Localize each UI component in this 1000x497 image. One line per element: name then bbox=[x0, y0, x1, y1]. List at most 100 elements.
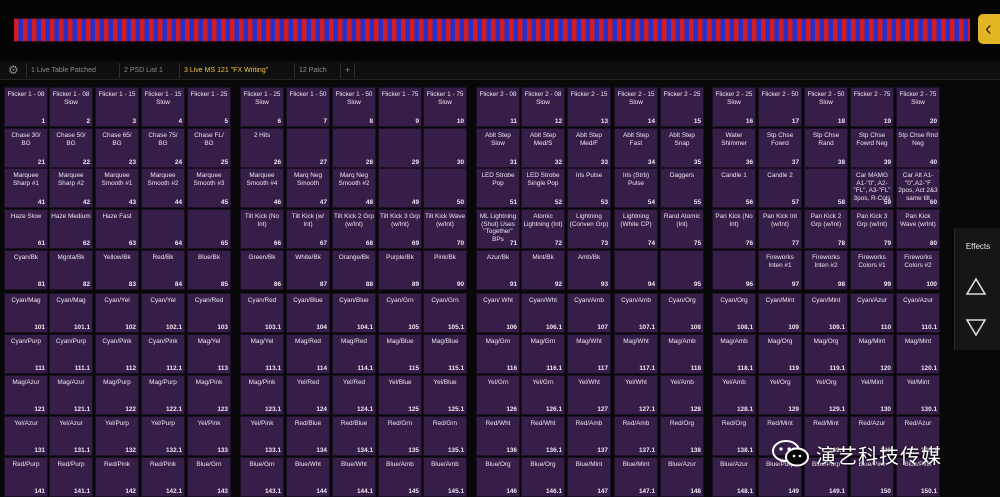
fx-cell[interactable]: Cyan/Pink 112.1 bbox=[141, 334, 185, 374]
fx-cell[interactable]: Flicker 1 - 15 3 bbox=[95, 87, 139, 127]
fx-cell[interactable]: Amb/Bk 93 bbox=[567, 250, 611, 290]
fx-cell[interactable]: White/Bk 87 bbox=[286, 250, 330, 290]
fx-cell[interactable]: Pan Kick (No Int) 76 bbox=[712, 209, 756, 249]
fx-cell[interactable]: Haze Fast 63 bbox=[95, 209, 139, 249]
fx-cell[interactable]: Cyan/Red 103.1 bbox=[240, 293, 284, 333]
fx-cell[interactable]: Tilt Kick 3 Grp (w/Int) 69 bbox=[378, 209, 422, 249]
fx-cell[interactable]: ML Lightning (Shut) Uses "Together" BPs 7… bbox=[476, 209, 520, 249]
fx-cell[interactable]: Ablt Step Snap 35 bbox=[660, 128, 704, 168]
fx-cell[interactable]: Red/Azur 140.1 bbox=[896, 416, 940, 456]
fx-cell[interactable]: Pan Kick Wave (w/Int) 80 bbox=[896, 209, 940, 249]
fx-cell[interactable]: Flicker 1 - 25 Slow 6 bbox=[240, 87, 284, 127]
fx-cell[interactable]: Cyan/Mint 109 bbox=[758, 293, 802, 333]
fx-cell[interactable]: Flicker 1 - 50 7 bbox=[286, 87, 330, 127]
fx-cell[interactable]: 27 bbox=[286, 128, 330, 168]
fx-cell[interactable]: Haze Slow 61 bbox=[4, 209, 48, 249]
fx-cell[interactable]: Flicker 1 - 75 9 bbox=[378, 87, 422, 127]
fx-cell[interactable]: Car MAMG A1-"0", A2-"FL", A3-"FL" 3pos, … bbox=[850, 168, 894, 208]
fx-cell[interactable]: Water Shimmer 36 bbox=[712, 128, 756, 168]
fx-cell[interactable]: Mag/Amb 118 bbox=[660, 334, 704, 374]
fx-cell[interactable]: Marquee Sharp #1 41 bbox=[4, 168, 48, 208]
fx-cell[interactable]: Pan Kick Int (w/Int) 77 bbox=[758, 209, 802, 249]
fx-cell[interactable]: Flicker 1 - 25 5 bbox=[187, 87, 231, 127]
fx-cell[interactable]: Rand Atomic (Int) 75 bbox=[660, 209, 704, 249]
fx-cell[interactable]: Candle 2 57 bbox=[758, 168, 802, 208]
fx-cell[interactable]: Red/Amb 137.1 bbox=[614, 416, 658, 456]
fx-cell[interactable]: Yellow/Bk 83 bbox=[95, 250, 139, 290]
fx-cell[interactable]: Yel/Red 124.1 bbox=[332, 375, 376, 415]
fx-cell[interactable]: Orange/Bk 88 bbox=[332, 250, 376, 290]
fx-cell[interactable]: Yel/Wht 127 bbox=[567, 375, 611, 415]
fx-cell[interactable]: Mag/Purp 122.1 bbox=[141, 375, 185, 415]
fx-cell[interactable]: Red/Org 138.1 bbox=[712, 416, 756, 456]
fx-cell[interactable]: Red/Grn 135 bbox=[378, 416, 422, 456]
fx-cell[interactable]: Pan Kick 2 Grp (w/Int) 78 bbox=[804, 209, 848, 249]
fx-cell[interactable]: Mag/Grn 116 bbox=[476, 334, 520, 374]
fx-cell[interactable]: Flicker 2 - 50 17 bbox=[758, 87, 802, 127]
fx-cell[interactable]: Chase 30/ BG 21 bbox=[4, 128, 48, 168]
fx-cell[interactable]: Mag/Wht 117 bbox=[567, 334, 611, 374]
fx-cell[interactable]: Mag/Amb 118.1 bbox=[712, 334, 756, 374]
fx-cell[interactable]: 65 bbox=[187, 209, 231, 249]
fx-cell[interactable]: Flicker 2 - 15 Slow 14 bbox=[614, 87, 658, 127]
fx-cell[interactable]: Mag/Pink 123 bbox=[187, 375, 231, 415]
fx-cell[interactable]: Chase FL/ BG 25 bbox=[187, 128, 231, 168]
fx-cell[interactable]: LED Strobe Pop 51 bbox=[476, 168, 520, 208]
tab-live-ms-121[interactable]: 3 Live MS 121 "FX Writing" bbox=[179, 63, 272, 78]
fx-cell[interactable]: Yel/Amb 128 bbox=[660, 375, 704, 415]
fx-cell[interactable]: Mag/Pink 123.1 bbox=[240, 375, 284, 415]
fx-cell[interactable]: Iris (Strb) Pulse 54 bbox=[614, 168, 658, 208]
fx-cell[interactable]: Marq Neg Smooth #2 48 bbox=[332, 168, 376, 208]
fx-cell[interactable]: Mag/Purp 122 bbox=[95, 375, 139, 415]
fx-cell[interactable]: Lightning (White CP) 74 bbox=[614, 209, 658, 249]
arrow-down-icon[interactable] bbox=[965, 316, 987, 338]
fx-cell[interactable]: Marquee Sharp #2 42 bbox=[49, 168, 93, 208]
fx-cell[interactable]: Mag/Org 119.1 bbox=[804, 334, 848, 374]
fx-cell[interactable]: Blue/Org 146 bbox=[476, 457, 520, 497]
fx-cell[interactable]: Mag/Blue 115 bbox=[378, 334, 422, 374]
fx-cell[interactable]: Cyan/Grn 105.1 bbox=[423, 293, 467, 333]
fx-cell[interactable]: Yel/Grn 126 bbox=[476, 375, 520, 415]
fx-cell[interactable]: Cyan/Purp 111 bbox=[4, 334, 48, 374]
fx-cell[interactable]: Marq Neg Smooth 47 bbox=[286, 168, 330, 208]
fx-cell[interactable]: Red/Wht 136 bbox=[476, 416, 520, 456]
fx-cell[interactable]: Blue/Wht 144.1 bbox=[332, 457, 376, 497]
fx-cell[interactable]: 95 bbox=[660, 250, 704, 290]
fx-cell[interactable]: Purple/Bk 89 bbox=[378, 250, 422, 290]
fx-cell[interactable]: Chase 50/ BG 22 bbox=[49, 128, 93, 168]
fx-cell[interactable]: Flicker 1 - 75 Slow 10 bbox=[423, 87, 467, 127]
fx-cell[interactable]: Yel/Amb 128.1 bbox=[712, 375, 756, 415]
gear-icon[interactable]: ⚙ bbox=[8, 63, 19, 77]
fx-cell[interactable]: Cyan/Blue 104.1 bbox=[332, 293, 376, 333]
fx-cell[interactable]: Ablt Step Med/S 32 bbox=[521, 128, 565, 168]
fx-cell[interactable]: 96 bbox=[712, 250, 756, 290]
fx-cell[interactable]: Mag/Org 119 bbox=[758, 334, 802, 374]
fx-cell[interactable]: Cyan/Mint 109.1 bbox=[804, 293, 848, 333]
fx-cell[interactable]: Stp Chse Fowrd 37 bbox=[758, 128, 802, 168]
fx-cell[interactable]: Pink/Bk 90 bbox=[423, 250, 467, 290]
fx-cell[interactable]: Tilt Kick 2 Grp (w/Int) 68 bbox=[332, 209, 376, 249]
fx-cell[interactable]: Blue/Mint 147.1 bbox=[614, 457, 658, 497]
fx-cell[interactable]: Blue/Grn 143 bbox=[187, 457, 231, 497]
fx-cell[interactable]: Blue/Org 146.1 bbox=[521, 457, 565, 497]
fx-cell[interactable]: Fireworks Colors #2 100 bbox=[896, 250, 940, 290]
fx-cell[interactable]: Yel/Mint 130 bbox=[850, 375, 894, 415]
fx-cell[interactable]: Red/Bk 84 bbox=[141, 250, 185, 290]
fx-cell[interactable]: Yel/Red 124 bbox=[286, 375, 330, 415]
fx-cell[interactable]: Yel/Pink 133.1 bbox=[240, 416, 284, 456]
fx-cell[interactable]: Red/Blue 134 bbox=[286, 416, 330, 456]
fx-cell[interactable]: 64 bbox=[141, 209, 185, 249]
fx-cell[interactable]: Red/Wht 136.1 bbox=[521, 416, 565, 456]
fx-cell[interactable]: Car Alt A1-"0",A2-"F 2pos, Act 2&3 same … bbox=[896, 168, 940, 208]
fx-cell[interactable]: Ablt Step Fast 34 bbox=[614, 128, 658, 168]
fx-cell[interactable]: Flicker 2 - 25 15 bbox=[660, 87, 704, 127]
fx-cell[interactable]: Blue/Mint 147 bbox=[567, 457, 611, 497]
fx-cell[interactable]: Lightning (Conven Grp) 73 bbox=[567, 209, 611, 249]
fx-cell[interactable]: Cyan/Amb 107.1 bbox=[614, 293, 658, 333]
chevron-left-icon[interactable]: ‹ bbox=[978, 14, 1000, 44]
fx-cell[interactable]: Flicker 2 - 75 19 bbox=[850, 87, 894, 127]
fx-cell[interactable]: Flicker 1 - 15 Slow 4 bbox=[141, 87, 185, 127]
arrow-up-icon[interactable] bbox=[965, 276, 987, 298]
fx-cell[interactable]: Flicker 2 - 50 Slow 18 bbox=[804, 87, 848, 127]
fx-cell[interactable]: Mag/Yel 113 bbox=[187, 334, 231, 374]
